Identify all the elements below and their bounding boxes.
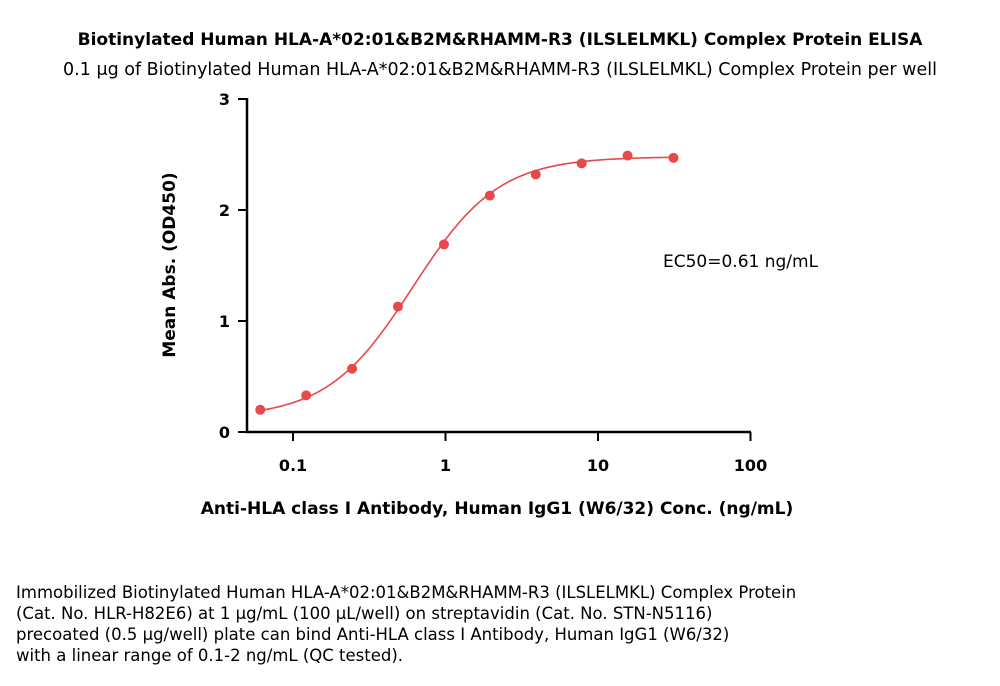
chart-subtitle: 0.1 μg of Biotinylated Human HLA-A*02:01…: [63, 60, 937, 80]
data-point: [622, 150, 633, 161]
y-tick-label: 2: [219, 201, 230, 220]
x-axis-ticks: 0.1 1 10 100: [279, 432, 767, 475]
caption-line-3: precoated (0.5 μg/well) plate can bind A…: [16, 625, 730, 644]
figure-caption: Immobilized Biotinylated Human HLA-A*02:…: [16, 582, 991, 666]
fit-curve: [260, 156, 674, 412]
y-tick-label: 1: [219, 312, 230, 331]
axes: [245, 98, 751, 434]
data-points: [255, 150, 679, 415]
data-point: [438, 239, 449, 250]
data-point: [255, 404, 266, 415]
x-tick-label: 10: [587, 456, 609, 475]
x-tick-label: 1: [440, 456, 451, 475]
caption-line-1: Immobilized Biotinylated Human HLA-A*02:…: [16, 583, 797, 602]
ec50-annotation: EC50=0.61 ng/mL: [663, 252, 819, 272]
data-point: [530, 169, 541, 180]
x-tick-label: 100: [734, 456, 767, 475]
caption-line-4: with a linear range of 0.1-2 ng/mL (QC t…: [16, 646, 404, 665]
y-tick-label: 3: [219, 90, 230, 109]
data-point: [484, 190, 495, 201]
chart-title: Biotinylated Human HLA-A*02:01&B2M&RHAMM…: [78, 30, 924, 50]
y-tick-label: 0: [219, 423, 230, 442]
fit-curve-group: [260, 156, 674, 412]
caption-line-2: (Cat. No. HLR-H82E6) at 1 μg/mL (100 μL/…: [16, 604, 713, 623]
data-point: [347, 363, 358, 374]
data-point: [392, 301, 403, 312]
x-axis-label: Anti-HLA class I Antibody, Human IgG1 (W…: [201, 499, 793, 519]
x-tick-label: 0.1: [279, 456, 307, 475]
data-point: [301, 390, 312, 401]
y-axis-label: Mean Abs. (OD450): [160, 172, 180, 357]
y-axis-ticks: 0 1 2 3: [219, 90, 247, 442]
elisa-chart: Biotinylated Human HLA-A*02:01&B2M&RHAMM…: [63, 30, 937, 519]
data-point: [668, 152, 679, 163]
data-point: [576, 158, 587, 169]
